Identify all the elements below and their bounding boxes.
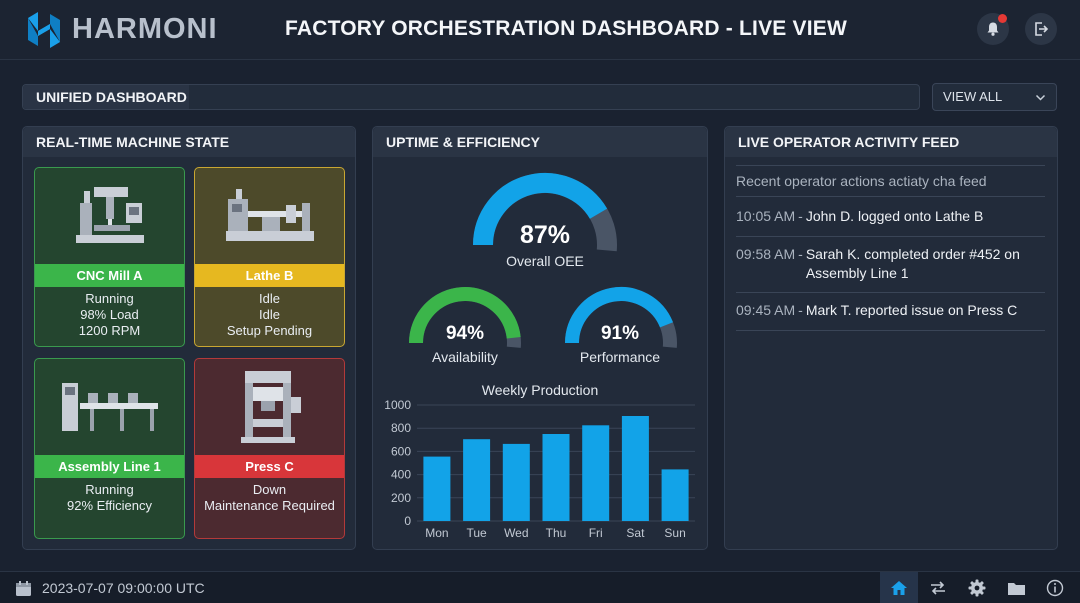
weekly-production-chart: 0 200 400 600 800 1000 Mon Tue Wed Thu Fri Sat Sun: [384, 399, 695, 540]
machine-card-assembly-line-1[interactable]: Assembly Line 1 Running 92% Efficiency: [34, 358, 185, 539]
machine-card-lathe-b[interactable]: Lathe B Idle Idle Setup Pending: [194, 167, 345, 347]
y-tick-label: 800: [391, 421, 411, 435]
uptime-efficiency-panel: UPTIME & EFFICIENCY 87% Overall OEE 94% …: [372, 126, 708, 550]
bar-sun[interactable]: [661, 469, 689, 521]
info-icon: [1046, 579, 1064, 597]
assembly-line-icon: [35, 359, 184, 455]
sync-icon: [931, 581, 945, 595]
view-all-label: VIEW ALL: [943, 89, 1003, 104]
y-tick-label: 400: [391, 468, 411, 482]
x-tick-label: Sun: [664, 526, 685, 540]
machine-status-line: 1200 RPM: [78, 323, 141, 338]
x-tick-label: Sat: [626, 526, 645, 540]
calendar-icon: [16, 581, 31, 596]
x-tick-label: Mon: [425, 526, 448, 540]
availability-value: 94%: [445, 323, 485, 344]
logout-button[interactable]: [1025, 13, 1057, 45]
panel-title: UPTIME & EFFICIENCY: [373, 127, 707, 157]
machine-name: Lathe B: [195, 264, 344, 287]
performance-value: 91%: [600, 323, 640, 344]
press-icon: [195, 359, 344, 455]
feed-list: 10:05 AM - John D. logged onto Lathe B 0…: [736, 199, 1045, 331]
oee-value: 87%: [519, 221, 571, 249]
x-tick-label: Tue: [466, 526, 487, 540]
feed-message: Mark T. reported issue on Press C: [805, 302, 1018, 318]
machine-name: Assembly Line 1: [35, 455, 184, 478]
y-tick-label: 0: [404, 514, 411, 528]
panel-title: REAL-TIME MACHINE STATE: [23, 127, 355, 157]
feed-item[interactable]: 10:05 AM - John D. logged onto Lathe B: [736, 199, 1045, 237]
view-all-dropdown[interactable]: VIEW ALL: [932, 83, 1057, 111]
machine-card-press-c[interactable]: Press C Down Maintenance Required: [194, 358, 345, 539]
folder-button[interactable]: [997, 572, 1035, 603]
x-tick-label: Wed: [504, 526, 528, 540]
machine-status-line: Idle: [259, 291, 280, 306]
feed-time: 09:45 AM: [736, 302, 796, 318]
machine-status-line: Running: [85, 482, 134, 497]
machine-state-panel: REAL-TIME MACHINE STATE CNC Mill A Runni…: [22, 126, 356, 550]
sync-button[interactable]: [919, 572, 957, 603]
bar-fri[interactable]: [582, 425, 610, 521]
x-tick-label: Fri: [589, 526, 603, 540]
feed-message: John D. logged onto Lathe B: [805, 208, 984, 224]
machine-name: Press C: [195, 455, 344, 478]
bar-thu[interactable]: [542, 434, 570, 521]
operator-feed-panel: LIVE OPERATOR ACTIVITY FEED Recent opera…: [724, 126, 1058, 550]
header: HARMONI FACTORY ORCHESTRATION DASHBOARD …: [0, 0, 1080, 60]
feed-message: Sarah K. completed order #452 on Assembl…: [805, 246, 1020, 281]
feed-time: 10:05 AM: [736, 208, 796, 224]
machine-name: CNC Mill A: [35, 264, 184, 287]
feed-time: 09:58 AM: [736, 246, 796, 262]
y-tick-label: 600: [391, 444, 411, 458]
lathe-icon: [195, 168, 344, 264]
oee-gauge-fill: [473, 173, 608, 246]
gauges: [409, 172, 677, 348]
dashboard-label: UNIFIED DASHBOARD: [23, 85, 189, 109]
machine-status-line: Maintenance Required: [204, 498, 335, 513]
machine-status-line: Setup Pending: [226, 323, 313, 338]
y-tick-label: 1000: [384, 399, 411, 412]
performance-gauge-fill: [565, 287, 674, 344]
chevron-down-icon: [1035, 94, 1046, 101]
machine-status-line: Running: [85, 291, 134, 306]
settings-button[interactable]: [958, 572, 996, 603]
y-tick-label: 200: [391, 491, 411, 505]
machine-status-line: 98% Load: [80, 307, 139, 322]
page-title: FACTORY ORCHESTRATION DASHBOARD - LIVE V…: [285, 17, 848, 40]
feed-item[interactable]: 09:45 AM - Mark T. reported issue on Pre…: [736, 293, 1045, 331]
notification-badge: [998, 14, 1007, 23]
bar-wed[interactable]: [502, 443, 530, 521]
availability-gauge-fill: [409, 287, 521, 344]
home-icon: [891, 581, 907, 595]
availability-label: Availability: [432, 349, 498, 365]
logo-text: HARMONI: [72, 13, 218, 45]
machine-status-line: Idle: [259, 307, 280, 322]
notifications-button[interactable]: [977, 13, 1009, 45]
chart-title: Weekly Production: [481, 382, 599, 398]
footer: 2023-07-07 09:00:00 UTC: [0, 571, 1080, 603]
folder-icon: [1007, 582, 1025, 595]
bell-icon: [987, 22, 999, 36]
panel-title: LIVE OPERATOR ACTIVITY FEED: [725, 127, 1057, 157]
info-button[interactable]: [1036, 572, 1074, 603]
feed-item[interactable]: 09:58 AM - Sarah K. completed order #452…: [736, 237, 1045, 293]
logout-icon: [1035, 22, 1049, 36]
home-button[interactable]: [880, 572, 918, 603]
footer-datetime: 2023-07-07 09:00:00 UTC: [42, 580, 205, 596]
gear-icon: [968, 579, 986, 597]
harmoni-logo-icon: [28, 12, 60, 48]
x-tick-label: Thu: [546, 526, 567, 540]
feed-subtitle: Recent operator actions actiaty cha feed: [736, 165, 1045, 197]
performance-label: Performance: [579, 349, 661, 365]
bar-tue[interactable]: [463, 439, 491, 521]
bar-sat[interactable]: [621, 416, 649, 521]
cnc-mill-icon: [35, 168, 184, 264]
machine-status-line: 92% Efficiency: [66, 498, 153, 513]
dashboard-bar: UNIFIED DASHBOARD: [22, 84, 920, 110]
machine-status-line: Down: [252, 482, 287, 497]
oee-label: Overall OEE: [506, 253, 584, 269]
machine-card-cnc-mill-a[interactable]: CNC Mill A Running 98% Load 1200 RPM: [34, 167, 185, 347]
bar-mon[interactable]: [423, 456, 451, 521]
